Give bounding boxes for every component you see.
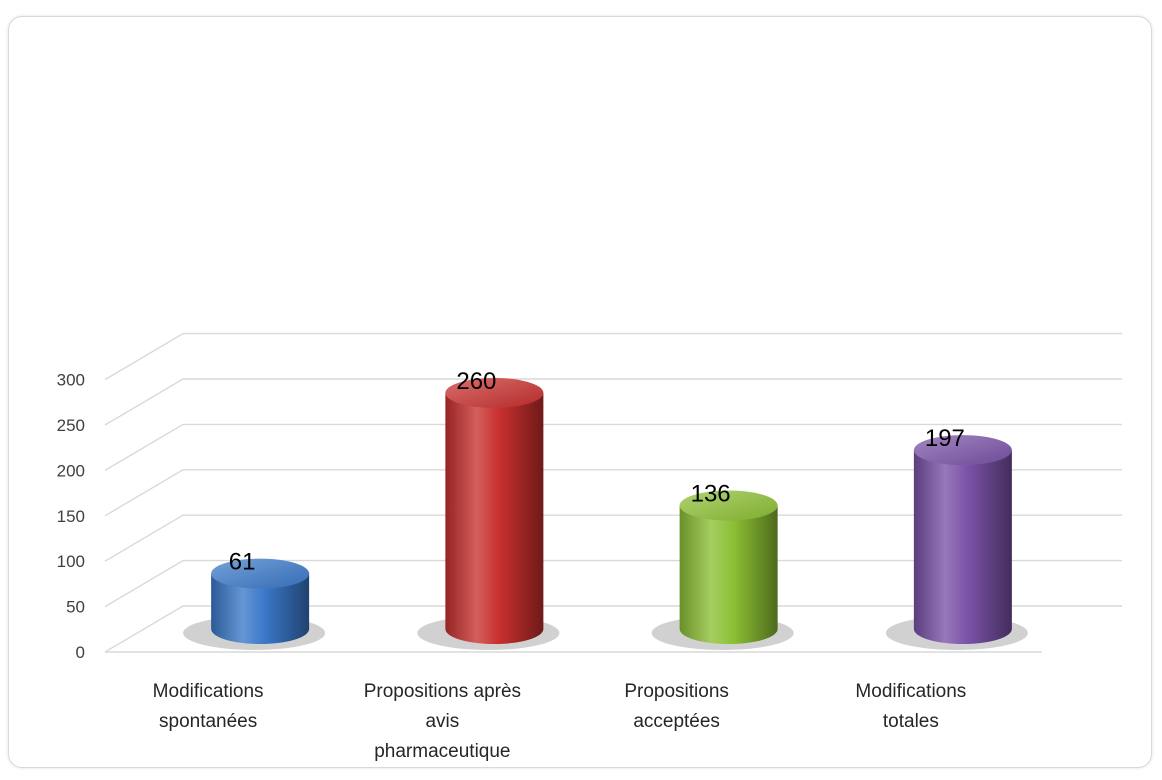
data-label: 61: [229, 549, 256, 576]
y-tick-label: 200: [57, 461, 85, 480]
gridline: [104, 332, 1122, 381]
y-tick-label: 50: [66, 598, 85, 617]
bar-top: [211, 558, 310, 589]
data-label: 136: [691, 481, 731, 508]
bar: [913, 435, 1012, 644]
y-tick-label: 250: [57, 416, 85, 435]
bar: [679, 490, 778, 644]
bar: [211, 558, 310, 644]
y-axis: 0 50 100 150 200 250 300: [57, 371, 85, 662]
x-axis: Modifications spontanées Propositions aprè…: [153, 681, 967, 762]
data-label: 260: [456, 368, 496, 395]
bar-body: [913, 450, 1012, 644]
x-tick-label: Propositions acceptées: [624, 681, 729, 732]
bar: [445, 377, 544, 644]
x-tick-label: Modifications spontanées: [153, 681, 264, 732]
gridline: [104, 559, 1122, 608]
y-tick-label: 150: [57, 507, 85, 526]
data-label: 197: [925, 425, 965, 452]
y-tick-label: 100: [57, 552, 85, 571]
bar-top: [913, 435, 1012, 466]
x-tick-label: Modifications totales: [855, 681, 966, 732]
gridline: [104, 423, 1122, 472]
x-tick-label: Propositions après avis pharmaceutique: [364, 681, 521, 762]
gridlines: [104, 332, 1122, 653]
bar-body: [445, 392, 544, 644]
y-tick-label: 300: [57, 371, 85, 390]
bar-body: [211, 573, 310, 644]
gridline: [104, 605, 1122, 653]
bar-top: [445, 377, 544, 408]
gridline: [104, 469, 1122, 517]
bars: [183, 377, 1028, 650]
gridline: [104, 514, 1122, 562]
y-tick-label: 0: [76, 643, 85, 662]
bar-body: [679, 505, 778, 644]
gridline: [104, 378, 1122, 426]
bar-top: [679, 490, 778, 521]
data-labels: 61 260 136 197: [229, 368, 965, 576]
